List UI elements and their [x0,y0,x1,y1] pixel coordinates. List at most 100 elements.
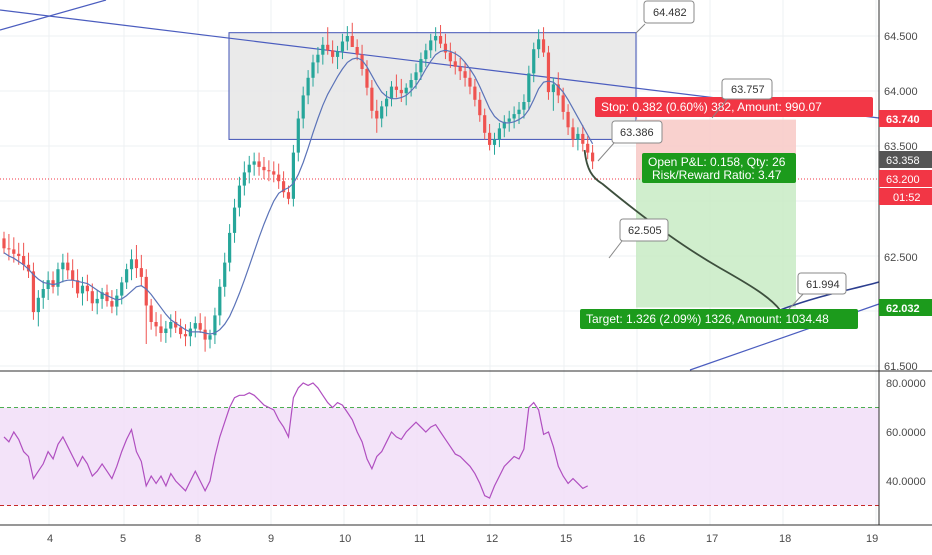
candle-body [335,51,340,57]
candle-body [198,323,202,330]
callout-stop-price: 63.757 [731,84,765,96]
callout-stop: 63.757 [711,78,773,119]
candle-body [139,268,143,277]
candle-body [517,109,521,115]
candle-body [291,152,295,199]
candle-body [326,44,330,51]
candle-body [12,249,16,254]
candle-body [483,115,487,133]
candle-body [80,285,85,294]
candle-body [311,62,315,78]
candle-body [321,44,325,55]
time-tick-label: 15 [560,533,572,545]
candle-body [409,80,413,88]
entry-price: 63.200 [886,174,920,186]
candle-body [90,291,94,304]
candle-body [203,329,207,340]
time-tick-label: 11 [414,533,425,545]
price-tick-label: 63.500 [884,141,918,153]
callout-mid: 62.505 [608,218,669,259]
candle-body [586,143,590,153]
candle-body [125,269,129,283]
price-tick-label: 64.000 [884,86,918,98]
candle-body [218,286,222,316]
candle-body [394,86,398,90]
time-tick-label: 9 [268,533,274,545]
candle-body [159,326,163,333]
candle-body [237,185,242,208]
candle-body [95,298,99,304]
candle-body [591,152,595,162]
candle-body [66,262,70,271]
upper-trend-line [0,0,107,31]
time-tick-label: 18 [779,533,791,545]
candle-body [174,322,178,328]
rsi-band [0,407,879,506]
candle-body [257,161,261,167]
candle-body [375,110,379,119]
rsi-tick-label: 60.0000 [886,427,926,439]
candle-body [492,139,497,145]
target-level-badge [879,299,932,316]
candle-body [556,84,560,96]
candle-body [51,280,55,287]
candle-body [41,289,45,298]
open-pnl-text: Open P&L: 0.158, Qty: 26 [648,155,786,169]
candle-body [487,132,492,145]
candle-body [154,322,158,327]
price-tick-label: 62.500 [884,252,918,264]
candle-body [541,39,546,53]
target-label-box [580,309,858,329]
time-tick-label: 5 [120,533,126,545]
candle-body [223,262,227,287]
time-tick-label: 4 [47,533,53,545]
candle-body [232,207,237,233]
candle-body [306,77,310,96]
candle-body [581,133,585,144]
candle-body [571,127,575,140]
candle-body [404,87,408,94]
callout-entry: 63.386 [597,120,663,162]
candle-body [56,269,60,287]
candle-body [473,86,477,100]
candle-body [31,271,36,313]
time-tick-label: 10 [339,533,351,545]
candle-body [576,133,580,140]
candle-body [419,59,423,73]
candle-body [389,86,394,99]
target-label-text: Target: 1.326 (2.09%) 1326, Amount: 1034… [586,312,829,326]
stop-level-price: 63.740 [886,114,920,126]
candle-body [17,253,21,256]
candle-body [561,95,565,112]
candle-body [537,39,541,50]
candle-body [169,322,173,329]
candle-body [453,61,457,67]
candle-body [22,256,26,265]
price-tick-label: 64.500 [884,31,918,43]
candle-body [144,276,148,306]
stop-label-text: Stop: 0.382 (0.60%) 382, Amount: 990.07 [601,100,822,114]
candle-body [75,280,80,294]
candle-body [438,36,443,44]
candle-body [208,335,212,340]
candle-body [183,334,188,337]
rsi-tick-label: 80.0000 [886,378,926,390]
candle-body [350,36,354,47]
candle-body [110,301,114,307]
callout-target-price: 61.994 [806,279,840,291]
candle-body [2,238,6,249]
candle-body [429,40,433,51]
callout-box-top-price: 64.482 [653,7,687,19]
time-tick-label: 19 [866,533,878,545]
candle-body [164,328,168,333]
candle-body [286,192,291,199]
candle-body [193,323,197,329]
callout-box-top: 64.482 [635,0,695,34]
candle-body [120,282,124,296]
candle-body [272,171,276,175]
candle-body [340,41,345,52]
stop-level-badge [879,110,932,127]
candle-body [7,248,11,250]
candle-body [355,47,359,55]
